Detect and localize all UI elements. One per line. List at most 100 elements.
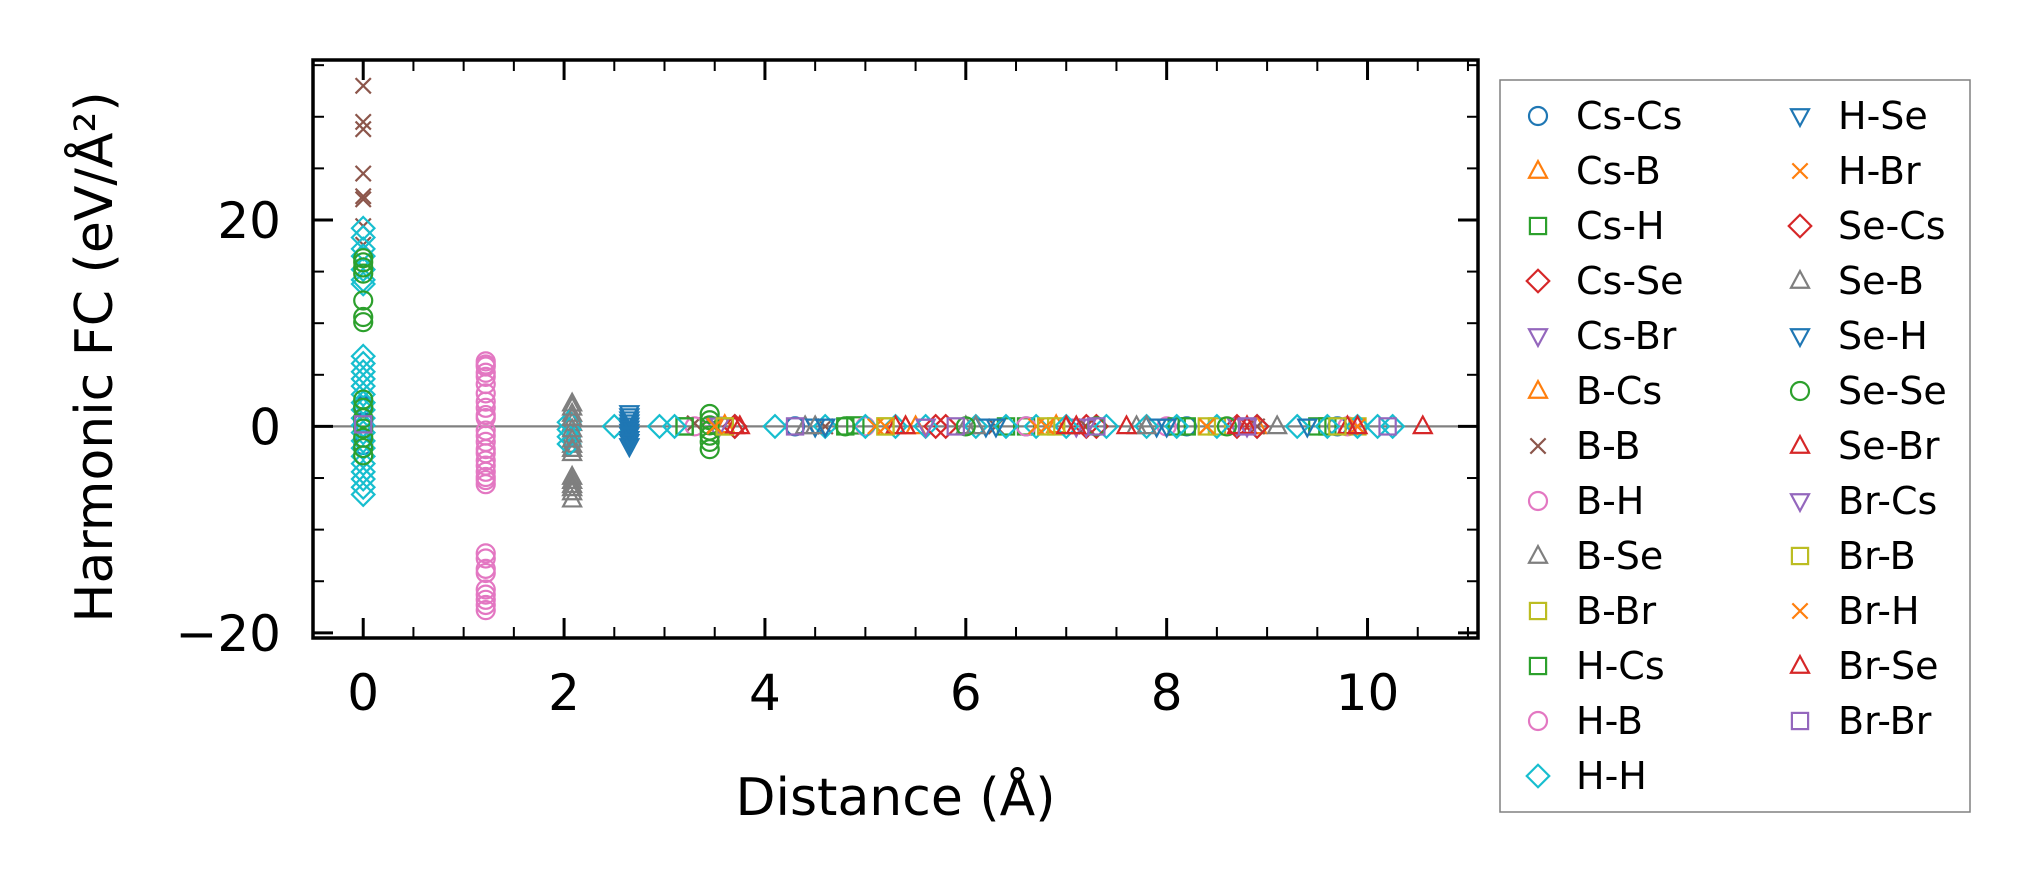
legend-entry: B-Cs [1527,369,1662,413]
data-point [353,252,374,273]
data-point [728,414,751,435]
legend-entry: Se-Br [1789,424,1940,468]
data-point [876,417,895,436]
legend: Cs-Cs Cs-B Cs-H Cs-Se Cs-Br B-Cs B-B B-H B-Se B-B… [1499,79,1971,813]
data-point [475,469,496,491]
data-point [475,461,496,482]
data-point [675,417,694,436]
legend-marker [1527,158,1549,179]
data-point [1093,413,1120,440]
legend-label: Se-Br [1838,424,1940,468]
data-point [475,562,496,584]
y-tick-label: −20 [175,605,281,663]
legend-marker [1787,213,1813,239]
data-point [877,417,894,435]
data-point [1115,414,1138,435]
legend-marker [1527,328,1549,349]
series-b-b [354,77,1366,435]
legend-marker [1790,546,1810,566]
legend-marker [1525,268,1551,294]
data-point [561,436,583,457]
data-point [354,165,372,182]
data-point [1378,417,1397,436]
data-point [561,405,583,427]
data-point [715,417,734,436]
series-br-se [728,414,1369,435]
series-se-h [618,408,1178,455]
data-point [475,439,496,460]
x-tick-label: 6 [950,664,982,722]
data-point [475,579,496,600]
legend-entry: Cs-Br [1527,314,1677,358]
legend-label: B-Se [1576,534,1663,578]
axis-ticks-layer [312,60,1478,638]
data-point [1296,418,1319,439]
legend-marker [1789,328,1811,349]
data-point [350,466,377,492]
data-point [353,437,374,459]
legend-marker [1789,108,1811,129]
legend-marker [1790,711,1810,731]
plot-frame [311,58,1480,640]
legend-entry: Se-Cs [1787,204,1946,248]
data-point [1266,414,1288,435]
series-b-h [475,351,1358,621]
data-point [1177,417,1196,436]
data-point [1207,417,1227,436]
legend-entry: H-Cs [1528,644,1665,688]
data-point [354,415,373,434]
legend-entry: H-H [1525,754,1647,798]
data-point [354,77,372,95]
data-point [1349,417,1366,435]
data-point [475,600,496,621]
x-axis-title: Distance (Å) [735,766,1055,828]
data-point [354,120,372,138]
data-point [353,257,374,278]
data-point [661,413,688,440]
legend-entry: Se-H [1789,314,1928,358]
data-point [561,468,583,489]
legend-label: Br-Br [1838,699,1932,743]
legend-marker [1789,493,1811,514]
legend-marker [1528,601,1548,621]
data-point [985,418,1007,439]
y-tick-label: 20 [217,192,281,250]
data-point [699,425,720,446]
legend-label: Cs-Cs [1576,94,1682,138]
data-point [894,414,917,435]
data-point [350,474,377,501]
data-point [350,236,377,262]
data-point [946,417,965,436]
legend-items: Cs-Cs Cs-B Cs-H Cs-Se Cs-Br B-Cs B-B B-H B-Se B-B… [1525,94,1947,798]
data-point [561,441,583,462]
data-point [353,290,374,311]
legend-label: Br-H [1838,589,1920,633]
data-point [350,358,377,385]
legend-entry: Br-H [1791,589,1920,633]
data-point [1133,413,1160,440]
data-point [354,190,372,208]
legend-label: Br-Se [1838,644,1938,688]
legend-label: H-Cs [1576,644,1665,688]
data-point [475,362,496,383]
data-point [1328,417,1347,436]
legend-entry: Se-Se [1789,369,1947,413]
legend-marker [1527,105,1549,127]
data-point [350,215,377,242]
data-point [354,113,372,131]
data-point [1314,413,1341,440]
data-point [699,439,720,460]
data-point [835,416,856,437]
series-br-br [354,415,1397,436]
data-point [922,413,949,440]
legend-marker [1791,162,1809,180]
data-point [353,306,374,328]
data-point [353,408,374,429]
data-point [618,408,641,429]
data-point [993,413,1019,440]
legend-entry: Cs-Se [1525,259,1684,303]
legend-label: Se-Cs [1838,204,1946,248]
series-br-b [715,417,1347,436]
legend-marker [1527,378,1549,399]
data-point [561,395,583,416]
